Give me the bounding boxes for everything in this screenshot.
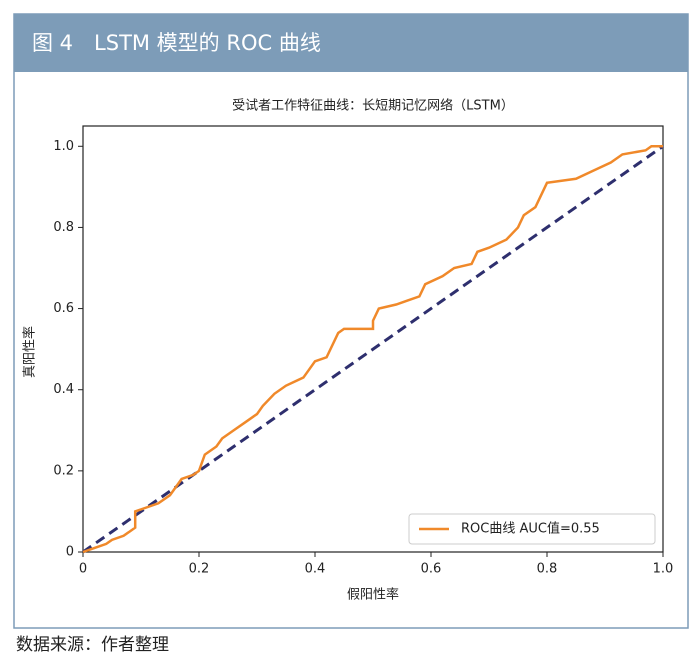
y-tick-label: 0.2 <box>53 463 74 478</box>
chart-title: 受试者工作特征曲线：长短期记忆网络（LSTM） <box>232 98 514 114</box>
source-note: 数据来源：作者整理 <box>16 635 169 655</box>
y-tick-label: 0 <box>66 545 74 560</box>
plot-area <box>82 125 664 553</box>
y-tick-label: 0.6 <box>53 301 74 316</box>
x-tick-label: 0.4 <box>305 562 326 577</box>
x-axis-label: 假阳性率 <box>347 587 399 603</box>
y-tick-label: 1.0 <box>53 139 74 154</box>
y-tick-label: 0.8 <box>53 220 74 235</box>
header-title: 图 4 LSTM 模型的 ROC 曲线 <box>32 31 321 55</box>
roc-line <box>82 145 663 554</box>
y-axis-label: 真阳性率 <box>22 326 38 378</box>
y-tick-label: 0.4 <box>53 382 74 397</box>
x-tick-label: 0.6 <box>421 562 442 577</box>
x-tick-label: 1.0 <box>653 562 674 577</box>
x-tick-label: 0.8 <box>537 562 558 577</box>
legend-label: ROC曲线 AUC值=0.55 <box>461 521 600 537</box>
legend-box <box>408 513 656 545</box>
reference-line <box>82 145 664 554</box>
x-tick-label: 0 <box>79 562 87 577</box>
header-bar <box>14 14 688 72</box>
x-tick-label: 0.2 <box>189 562 210 577</box>
